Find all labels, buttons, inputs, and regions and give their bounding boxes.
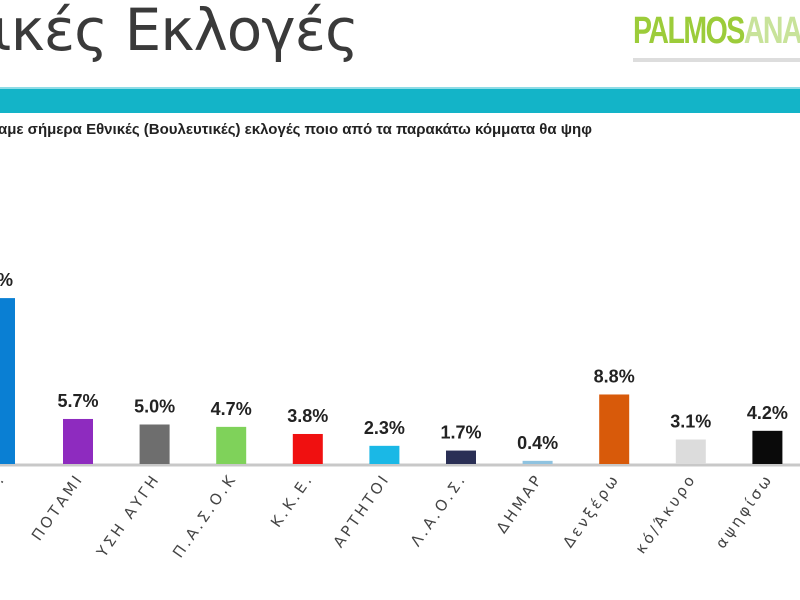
category-label: ΔΗΜΑΡ bbox=[493, 470, 547, 537]
data-label: 4.7% bbox=[211, 399, 252, 419]
bar bbox=[0, 298, 15, 464]
data-label: 4% bbox=[0, 270, 13, 290]
data-label: 5.7% bbox=[57, 391, 98, 411]
header-band bbox=[0, 87, 800, 113]
logo-tagline bbox=[633, 58, 800, 62]
data-label: 4.2% bbox=[747, 403, 788, 423]
bar bbox=[599, 394, 630, 464]
bar bbox=[369, 445, 400, 464]
data-label: 2.3% bbox=[364, 418, 405, 438]
data-label: 8.8% bbox=[594, 366, 635, 386]
page-title: ικές Εκλογές bbox=[0, 0, 359, 64]
bar bbox=[522, 460, 553, 464]
bar bbox=[139, 424, 170, 464]
bar bbox=[63, 418, 93, 464]
bar bbox=[446, 450, 476, 464]
bar bbox=[292, 433, 323, 464]
category-label: αψηφίσω bbox=[712, 470, 777, 552]
palmos-analytics-logo: PALMOSANAL bbox=[633, 10, 800, 52]
category-label: κό/Άκυρο bbox=[632, 470, 700, 557]
data-label: 3.8% bbox=[287, 406, 328, 426]
bar bbox=[752, 430, 783, 464]
category-label: Δενξέρω bbox=[559, 470, 623, 551]
bar bbox=[216, 426, 247, 464]
category-label: ΠΟΤΑΜΙ bbox=[28, 470, 87, 544]
category-label: Λ.Α.Ο.Σ. bbox=[407, 470, 470, 550]
data-label: 3.1% bbox=[670, 412, 711, 432]
category-label: Π.Α.Σ.Ο.Κ bbox=[169, 470, 240, 561]
category-label: Κ.Κ.Ε. bbox=[267, 470, 317, 531]
survey-question: αμε σήμερα Εθνικές (Βουλευτικές) εκλογές… bbox=[0, 121, 592, 138]
data-label: 5.0% bbox=[134, 397, 175, 417]
category-label: ΥΣΗ ΑΥΓΗ bbox=[92, 470, 163, 561]
data-label: 0.4% bbox=[517, 433, 558, 453]
data-label: 1.7% bbox=[440, 423, 481, 443]
bar bbox=[675, 439, 706, 464]
category-label: . bbox=[0, 470, 9, 487]
category-label: ΑΡΤΗΤΟΙ bbox=[330, 470, 394, 551]
